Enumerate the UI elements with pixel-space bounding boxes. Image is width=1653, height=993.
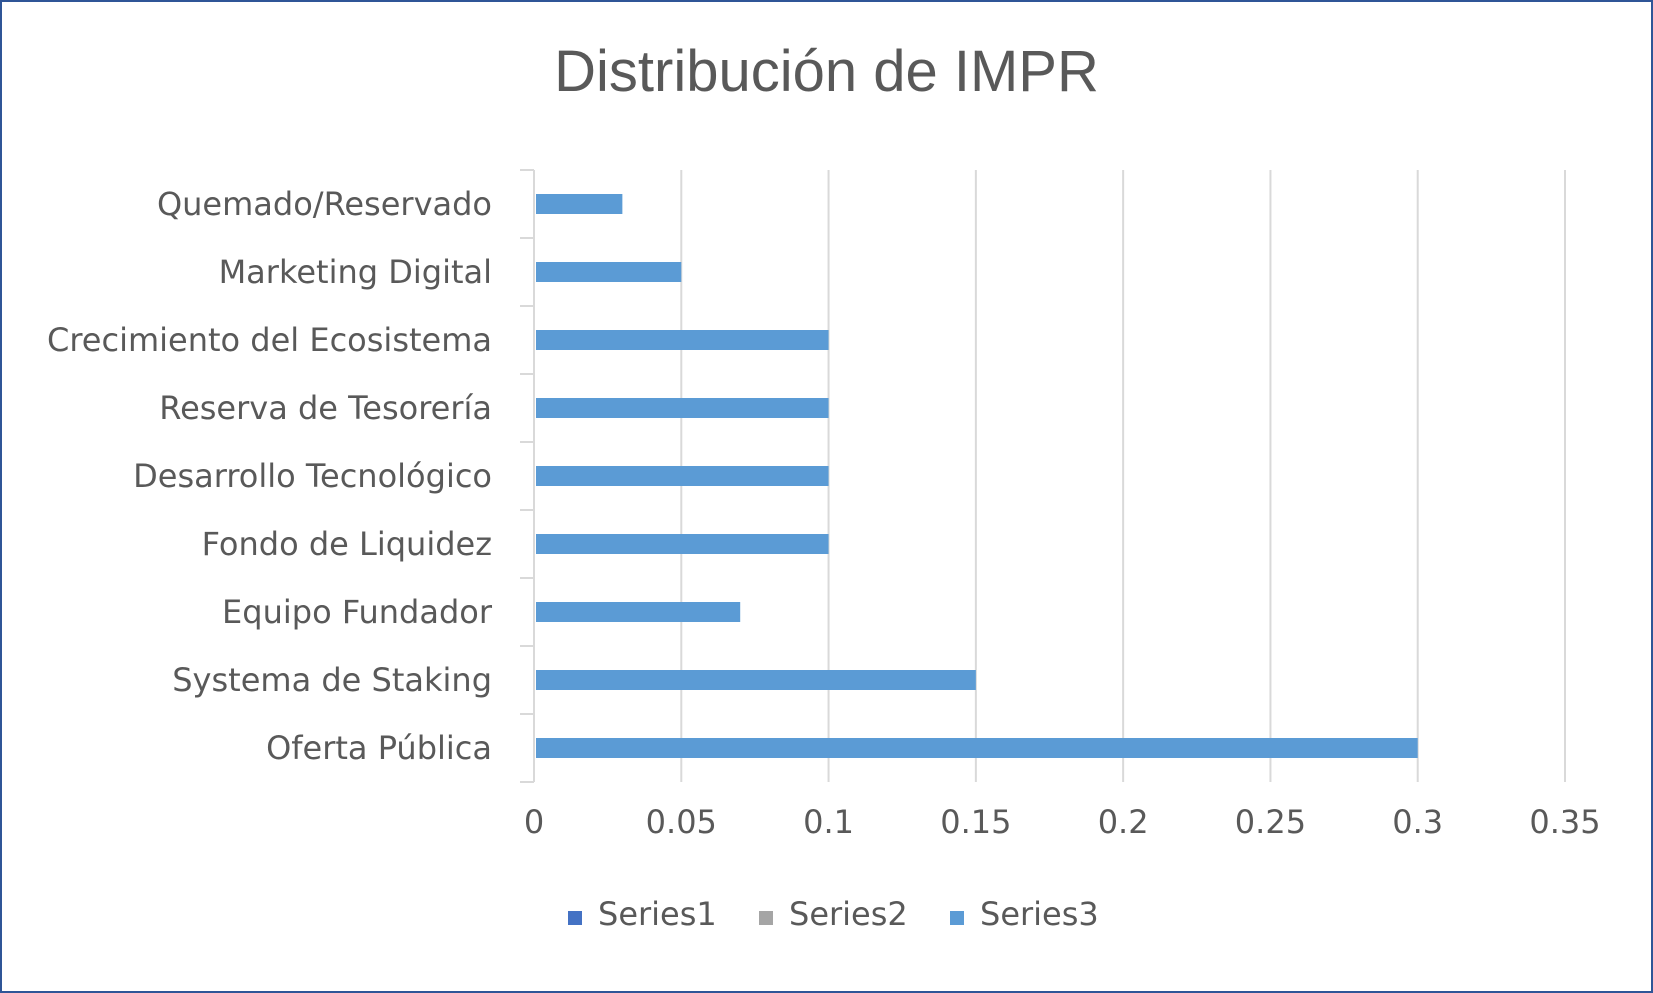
category-label: Systema de Staking	[172, 661, 492, 699]
x-tick-label: 0	[524, 803, 544, 841]
category-label: Crecimiento del Ecosistema	[47, 321, 492, 359]
x-tick-label: 0.2	[1098, 803, 1149, 841]
legend-label: Series2	[789, 895, 908, 933]
bar-series3	[536, 398, 829, 418]
category-label: Fondo de Liquidez	[202, 525, 492, 563]
x-tick-label: 0.1	[803, 803, 854, 841]
bar-series3	[536, 738, 1418, 758]
category-label: Oferta Pública	[266, 729, 492, 767]
category-label: Quemado/Reservado	[157, 185, 492, 223]
bar-series3	[536, 602, 741, 622]
legend-swatch	[568, 911, 582, 925]
x-tick-label: 0.05	[646, 803, 717, 841]
bar-series3	[536, 330, 829, 350]
bar-series3	[536, 466, 829, 486]
legend-swatch	[759, 911, 773, 925]
category-label: Marketing Digital	[219, 253, 492, 291]
legend-label: Series3	[980, 895, 1099, 933]
x-tick-label: 0.3	[1392, 803, 1443, 841]
legend-swatch	[950, 911, 964, 925]
bar-series3	[536, 194, 623, 214]
x-tick-label: 0.35	[1529, 803, 1600, 841]
legend-label: Series1	[598, 895, 717, 933]
category-label: Reserva de Tesorería	[159, 389, 492, 427]
bar-series3	[536, 534, 829, 554]
chart-title: Distribución de IMPR	[554, 39, 1099, 104]
x-tick-label: 0.25	[1235, 803, 1306, 841]
x-tick-label: 0.15	[940, 803, 1011, 841]
category-label: Desarrollo Tecnológico	[133, 457, 492, 495]
category-label: Equipo Fundador	[222, 593, 493, 631]
bar-series3	[536, 670, 976, 690]
bar-series3	[536, 262, 682, 282]
